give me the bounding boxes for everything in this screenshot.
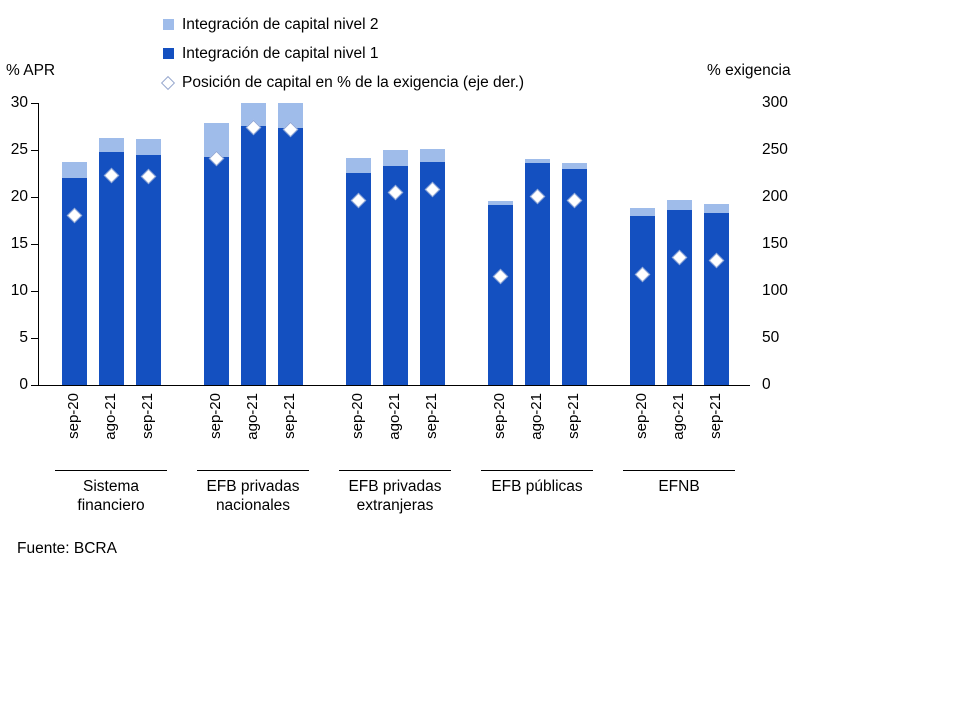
- bar-nivel1: [98, 151, 124, 385]
- bar-nivel1: [277, 128, 303, 385]
- right-axis-tick-label: 100: [762, 282, 788, 299]
- y-axis-tick-mark: [31, 291, 38, 292]
- bar-nivel2: [629, 208, 655, 216]
- legend-square-icon: [163, 48, 174, 59]
- bar-nivel1: [487, 205, 513, 385]
- x-axis-tick-label: sep-20: [633, 393, 650, 439]
- bar-nivel1: [419, 162, 445, 385]
- x-axis-tick-label: ago-21: [670, 393, 687, 440]
- legend-item: Integración de capital nivel 2: [163, 10, 524, 39]
- bar-nivel2: [487, 200, 513, 206]
- y-axis-tick-label: 15: [10, 235, 28, 252]
- y-axis-tick-mark: [31, 338, 38, 339]
- right-axis-tick-label: 250: [762, 141, 788, 158]
- bar-nivel2: [703, 203, 729, 213]
- group-label: EFB privadas nacionales: [206, 478, 300, 515]
- bar-nivel2: [240, 103, 266, 126]
- group-label: EFB privadas extranjeras: [348, 478, 442, 515]
- group-separator: [339, 470, 451, 471]
- group-label: EFNB: [658, 478, 700, 495]
- left-axis-title: % APR: [6, 62, 56, 79]
- y-axis-tick-label: 5: [19, 329, 28, 346]
- bar-nivel2: [345, 157, 371, 173]
- bar-nivel1: [629, 215, 655, 385]
- y-axis-tick-label: 30: [10, 94, 28, 111]
- y-axis-tick-mark: [31, 197, 38, 198]
- group-label: EFB públicas: [491, 478, 583, 495]
- bar-nivel2: [561, 163, 587, 169]
- bar-nivel2: [382, 150, 408, 166]
- right-axis-tick-label: 0: [762, 376, 771, 393]
- x-axis-tick-label: sep-21: [707, 393, 724, 439]
- x-axis-line: [38, 385, 750, 386]
- x-axis-tick-label: sep-21: [423, 393, 440, 439]
- x-axis-tick-label: ago-21: [386, 393, 403, 440]
- right-axis-tick-label: 200: [762, 188, 788, 205]
- bar-nivel2: [61, 162, 87, 179]
- legend-item: Integración de capital nivel 1: [163, 39, 524, 68]
- bar-nivel1: [703, 212, 729, 385]
- bar-nivel2: [666, 199, 692, 211]
- group-separator: [481, 470, 593, 471]
- y-axis-tick-label: 0: [19, 376, 28, 393]
- bar-nivel1: [382, 165, 408, 385]
- x-axis-tick-label: sep-20: [349, 393, 366, 439]
- bar-nivel2: [98, 137, 124, 152]
- bar-nivel1: [240, 125, 266, 385]
- group-separator: [55, 470, 167, 471]
- legend-label: Posición de capital en % de la exigencia…: [182, 73, 525, 91]
- legend-label: Integración de capital nivel 2: [182, 15, 379, 33]
- bar-nivel1: [135, 154, 161, 385]
- x-axis-tick-label: ago-21: [244, 393, 261, 440]
- x-axis-tick-label: ago-21: [528, 393, 545, 440]
- y-axis-tick-label: 20: [10, 188, 28, 205]
- x-axis-tick-label: sep-20: [207, 393, 224, 439]
- y-axis-tick-mark: [31, 150, 38, 151]
- bar-nivel1: [666, 210, 692, 385]
- y-axis-tick-mark: [31, 244, 38, 245]
- x-axis-tick-label: sep-21: [139, 393, 156, 439]
- y-axis-tick-mark: [31, 385, 38, 386]
- bar-nivel2: [135, 138, 161, 155]
- group-separator: [197, 470, 309, 471]
- x-axis-tick-label: sep-20: [491, 393, 508, 439]
- y-axis-tick-label: 25: [10, 141, 28, 158]
- right-axis-tick-label: 300: [762, 94, 788, 111]
- right-axis-tick-label: 50: [762, 329, 780, 346]
- bar-nivel2: [419, 149, 445, 163]
- bar-nivel2: [524, 159, 550, 164]
- legend-label: Integración de capital nivel 1: [182, 44, 379, 62]
- legend-square-icon: [163, 19, 174, 30]
- x-axis-tick-label: ago-21: [102, 393, 119, 440]
- group-separator: [623, 470, 735, 471]
- legend-item: Posición de capital en % de la exigencia…: [160, 68, 525, 97]
- x-axis-tick-label: sep-21: [281, 393, 298, 439]
- y-axis-tick-mark: [31, 103, 38, 104]
- x-axis-tick-label: sep-20: [65, 393, 82, 439]
- right-axis-title: % exigencia: [707, 62, 791, 79]
- group-label: Sistema financiero: [77, 478, 145, 515]
- chart-legend: Integración de capital nivel 2 Integració…: [160, 10, 525, 97]
- right-axis-tick-label: 150: [762, 235, 788, 252]
- x-axis-tick-label: sep-21: [565, 393, 582, 439]
- y-axis-tick-label: 10: [10, 282, 28, 299]
- y-axis-line: [38, 103, 39, 386]
- source-note: Fuente: BCRA: [17, 540, 117, 557]
- bar-nivel1: [203, 156, 229, 385]
